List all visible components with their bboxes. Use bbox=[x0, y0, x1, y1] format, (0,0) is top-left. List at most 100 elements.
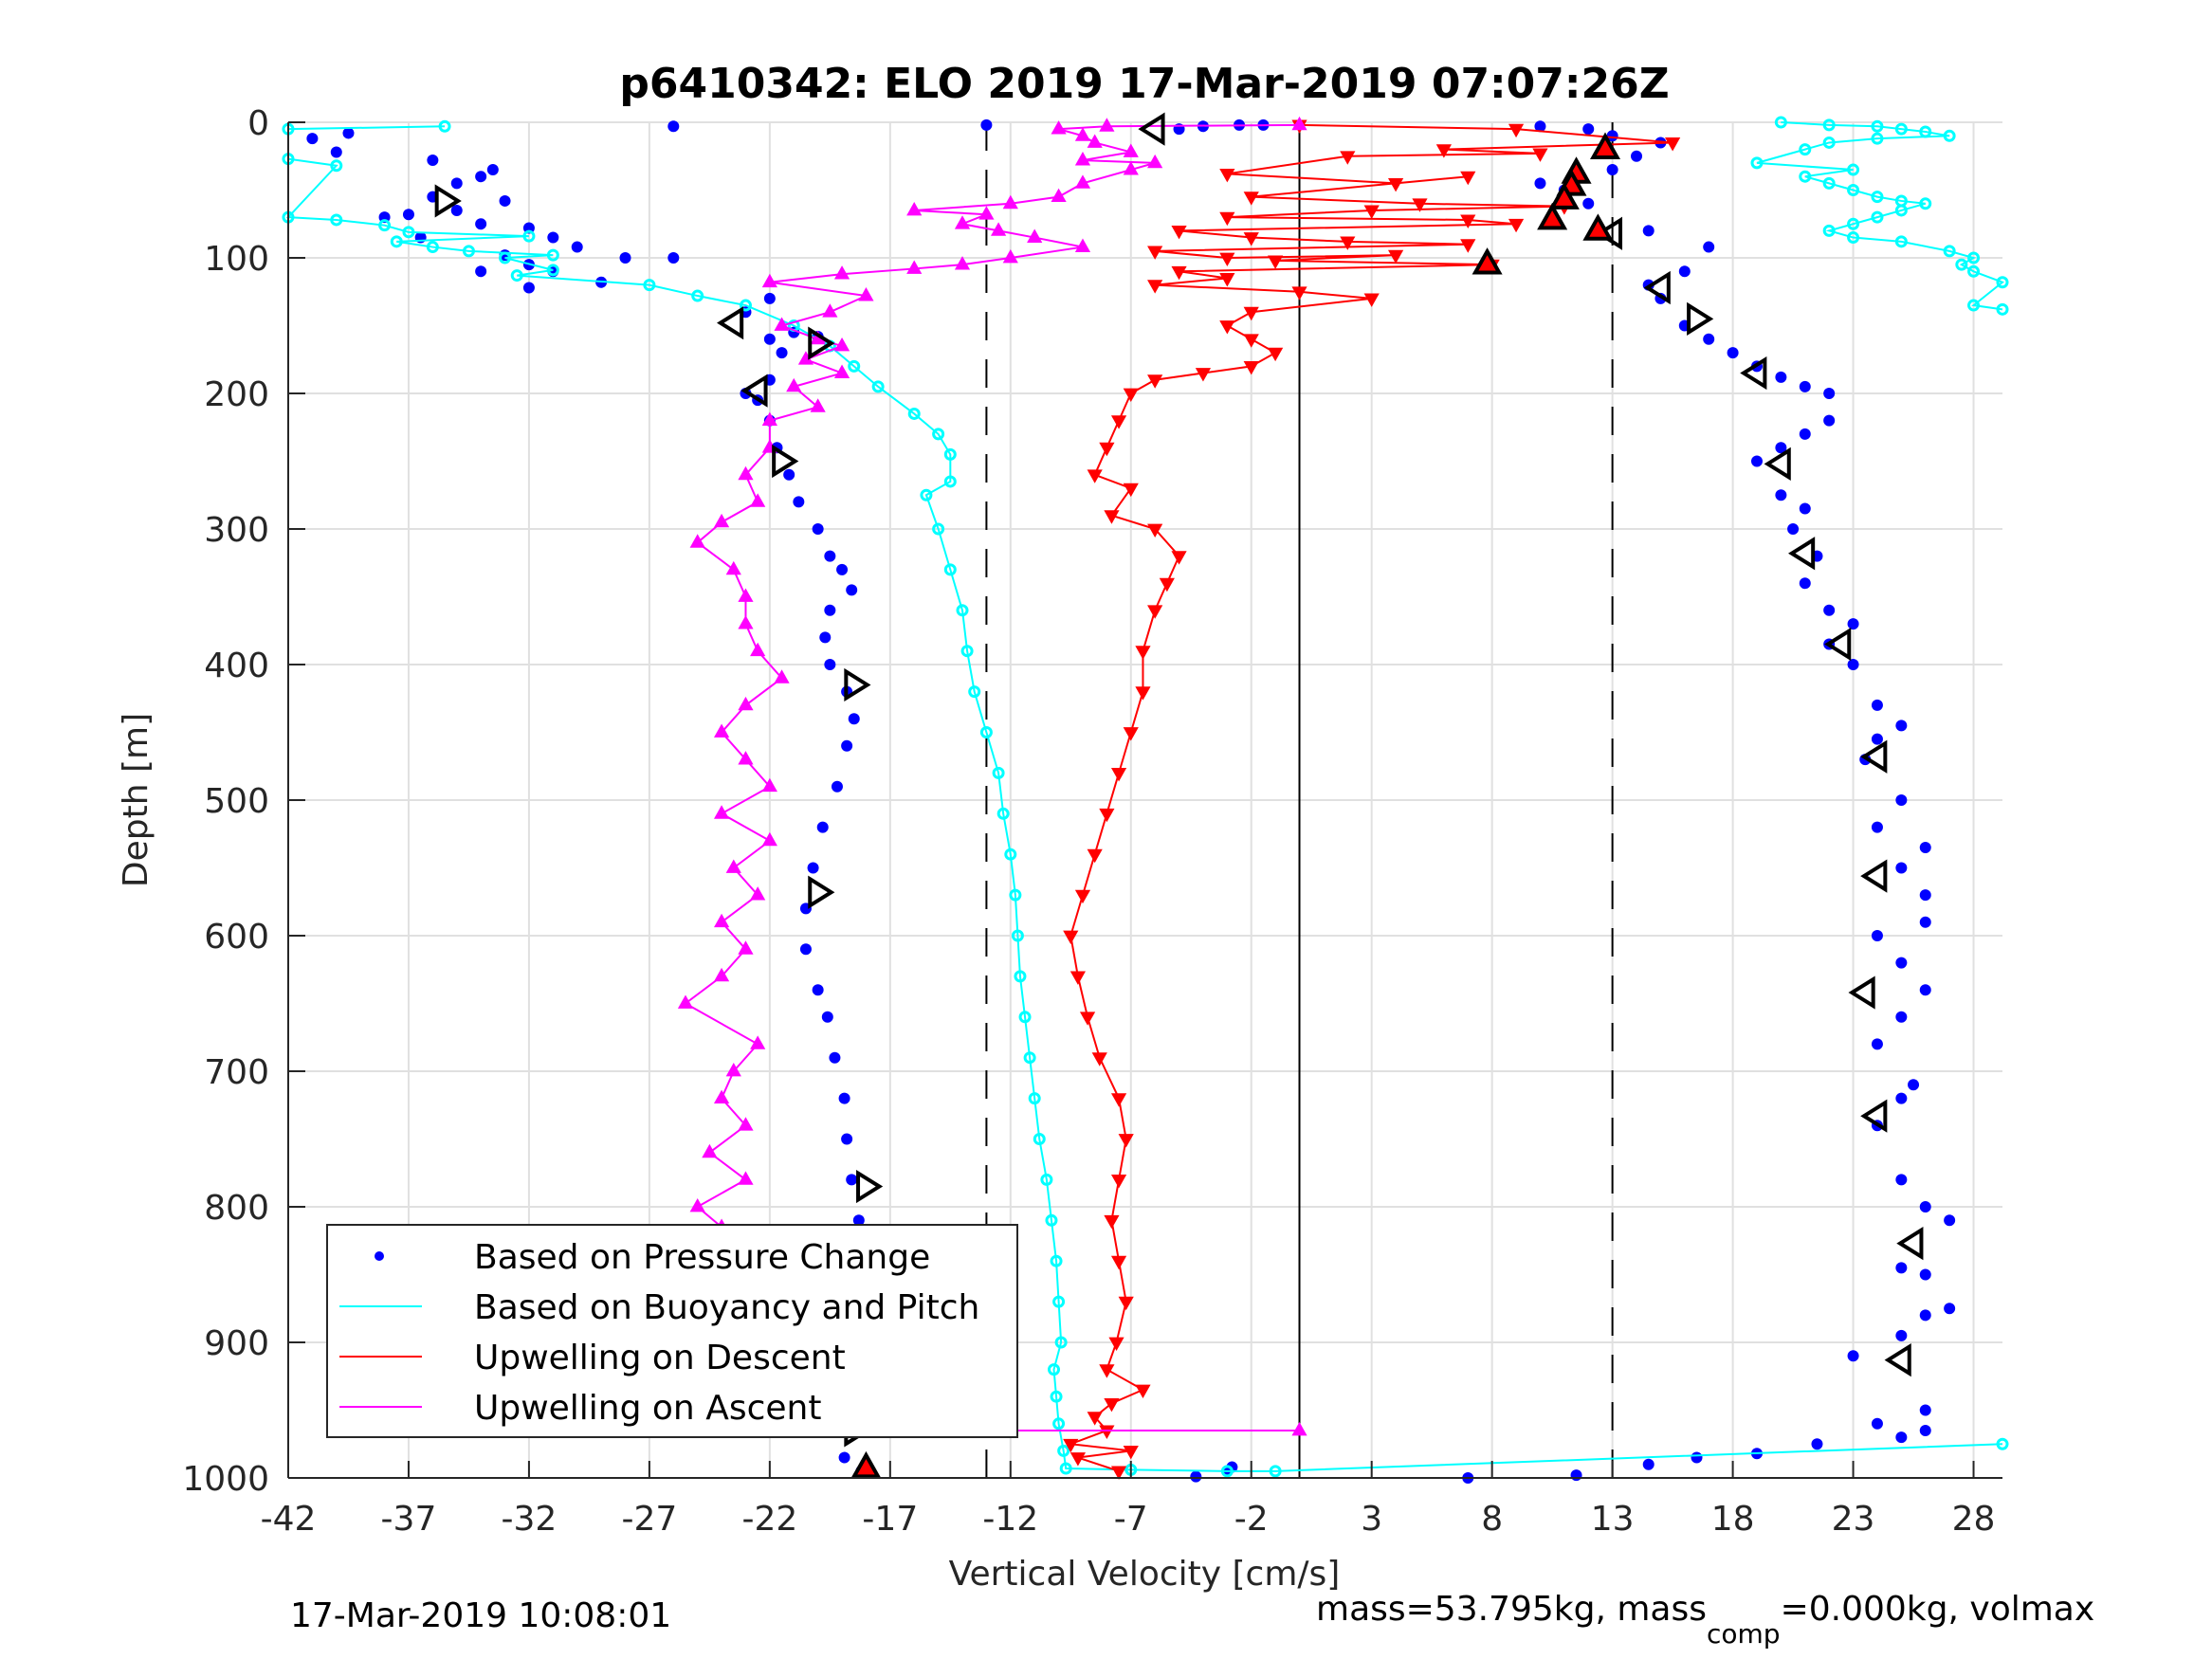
heading-marker-icon bbox=[434, 184, 462, 218]
data-point bbox=[1774, 116, 1787, 129]
data-point bbox=[1895, 957, 1908, 969]
data-point bbox=[943, 447, 957, 461]
data-point bbox=[725, 859, 741, 873]
data-point bbox=[1135, 1384, 1151, 1399]
y-tick-label: 300 bbox=[204, 511, 269, 550]
data-point bbox=[943, 475, 957, 488]
data-point bbox=[1074, 238, 1091, 252]
data-point bbox=[992, 766, 1005, 779]
data-point bbox=[427, 155, 439, 167]
data-point bbox=[1435, 144, 1452, 158]
data-point bbox=[1291, 1421, 1307, 1436]
data-point bbox=[1534, 177, 1546, 190]
data-point bbox=[1147, 154, 1163, 169]
data-point bbox=[1967, 299, 1981, 312]
series-upwelling-on-ascent bbox=[677, 116, 1307, 1436]
data-point bbox=[852, 1214, 865, 1227]
heading-marker-icon bbox=[808, 875, 835, 909]
data-point bbox=[1919, 916, 1931, 928]
data-point bbox=[1110, 1466, 1127, 1480]
data-point bbox=[1847, 217, 1860, 230]
heading-marker-icon bbox=[856, 1169, 884, 1204]
data-point bbox=[816, 821, 829, 833]
data-point bbox=[1040, 1173, 1053, 1186]
data-point bbox=[1847, 618, 1859, 630]
data-point bbox=[1799, 577, 1811, 590]
data-point bbox=[1104, 510, 1120, 524]
data-point bbox=[1069, 971, 1086, 985]
data-point bbox=[1243, 232, 1259, 246]
x-tick-label: 3 bbox=[1361, 1500, 1382, 1539]
data-point bbox=[831, 780, 843, 793]
data-point bbox=[738, 615, 754, 629]
data-point bbox=[968, 685, 981, 699]
data-point bbox=[979, 726, 993, 738]
data-point bbox=[1171, 551, 1187, 565]
data-point bbox=[980, 118, 993, 131]
y-tick-label: 100 bbox=[204, 240, 269, 279]
data-point bbox=[833, 337, 850, 352]
data-point bbox=[1967, 264, 1981, 278]
data-point bbox=[1291, 116, 1307, 131]
data-point bbox=[1894, 122, 1908, 136]
heading-marker-icon bbox=[1643, 270, 1671, 305]
x-tick-label: -7 bbox=[1114, 1500, 1148, 1539]
data-point bbox=[920, 488, 933, 501]
data-point bbox=[799, 943, 812, 956]
data-point bbox=[1159, 577, 1175, 592]
data-point bbox=[833, 265, 850, 280]
data-point bbox=[667, 120, 680, 133]
data-point bbox=[1147, 280, 1163, 294]
data-point bbox=[1004, 848, 1017, 861]
data-point bbox=[1811, 1438, 1823, 1450]
data-point bbox=[960, 645, 974, 658]
footer-mass-info: mass=53.795kg, masscomp=0.000kg, volmax bbox=[1316, 1590, 2094, 1650]
data-point bbox=[1691, 1451, 1703, 1464]
y-tick-label: 200 bbox=[204, 375, 269, 414]
data-point bbox=[1582, 123, 1595, 136]
data-point bbox=[713, 913, 730, 928]
data-point bbox=[1919, 125, 1932, 138]
data-point bbox=[1340, 151, 1356, 165]
data-point bbox=[1871, 821, 1883, 833]
x-tick-label: 28 bbox=[1952, 1500, 1996, 1539]
legend-dot-icon bbox=[375, 1251, 384, 1261]
data-point bbox=[943, 563, 957, 576]
data-point bbox=[812, 984, 824, 996]
data-point bbox=[546, 264, 559, 277]
data-point bbox=[1009, 888, 1022, 902]
data-point bbox=[475, 265, 487, 278]
data-point bbox=[1171, 265, 1187, 281]
heading-marker-icon bbox=[1687, 301, 1714, 336]
data-point bbox=[619, 252, 631, 264]
data-point bbox=[1871, 132, 1884, 145]
data-point bbox=[1943, 129, 1956, 142]
x-tick-label: 18 bbox=[1711, 1500, 1755, 1539]
data-point bbox=[1226, 1461, 1238, 1473]
data-point bbox=[1087, 469, 1103, 483]
data-point bbox=[1291, 286, 1307, 301]
x-tick-label: -32 bbox=[502, 1500, 558, 1539]
data-point bbox=[499, 251, 512, 264]
legend: Based on Pressure Change Based on Buoyan… bbox=[326, 1224, 1018, 1438]
data-point bbox=[907, 407, 921, 420]
data-point bbox=[1363, 293, 1380, 307]
data-point bbox=[1871, 699, 1883, 711]
data-point bbox=[1340, 236, 1356, 250]
data-point bbox=[810, 330, 826, 345]
data-point bbox=[342, 127, 355, 139]
data-point bbox=[1118, 1134, 1134, 1148]
data-point bbox=[1074, 127, 1091, 141]
data-point bbox=[546, 248, 559, 262]
data-point bbox=[1703, 333, 1715, 345]
data-point bbox=[1057, 1444, 1070, 1457]
data-point bbox=[1895, 862, 1908, 874]
heading-marker-icon bbox=[1896, 1227, 1924, 1261]
data-point bbox=[1052, 1295, 1066, 1308]
series-line bbox=[285, 125, 2003, 1472]
data-point bbox=[836, 563, 849, 575]
x-tick-label: 23 bbox=[1832, 1500, 1875, 1539]
data-point bbox=[1996, 1437, 2009, 1450]
legend-entry-buoyancy: Based on Buoyancy and Pitch bbox=[339, 1288, 979, 1327]
y-tick-label: 400 bbox=[204, 647, 269, 685]
